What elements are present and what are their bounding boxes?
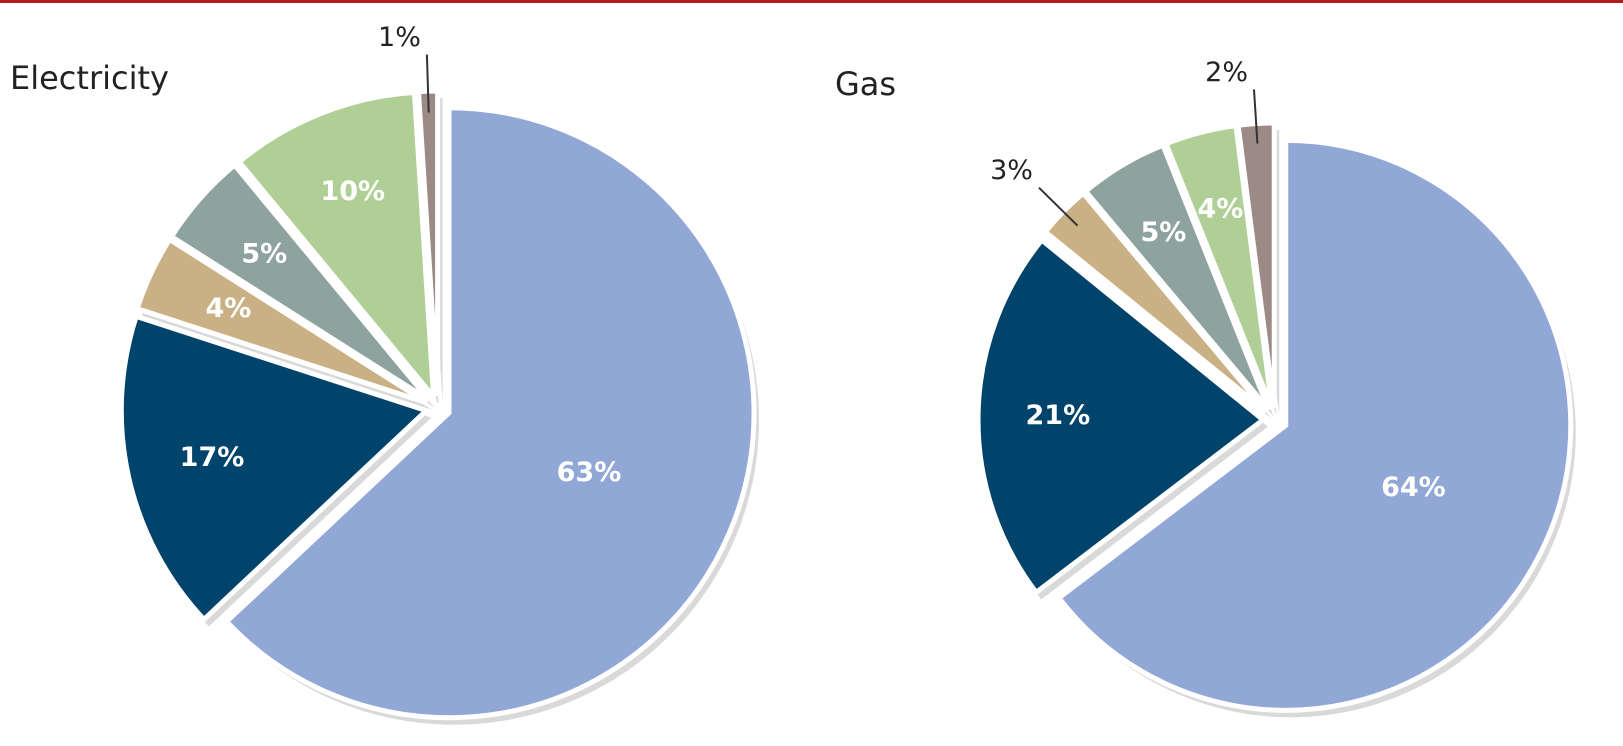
leader-line [425,54,430,113]
value-label: 21% [1026,400,1091,431]
value-label: 5% [241,238,287,269]
slice [223,105,757,721]
slice [118,313,432,623]
chart-title: Electricity [10,59,169,97]
value-label: 2% [1205,57,1248,88]
value-label: 3% [990,155,1033,186]
slice [133,236,429,406]
slice [975,236,1268,596]
value-label: 63% [557,457,622,488]
value-label: 10% [320,176,385,207]
leader-line [1252,89,1259,144]
chart-title: Gas [835,65,896,103]
value-label: 1% [378,22,421,53]
slice [1055,137,1574,713]
slice [168,161,431,403]
slice [1082,141,1272,412]
value-label: 64% [1381,472,1446,503]
top-rule [0,0,1623,3]
value-label: 4% [206,293,252,324]
value-label: 17% [180,442,245,473]
value-label: 5% [1141,217,1187,248]
slice [235,89,437,405]
leader-line [1038,186,1079,227]
value-label: 4% [1198,193,1244,224]
